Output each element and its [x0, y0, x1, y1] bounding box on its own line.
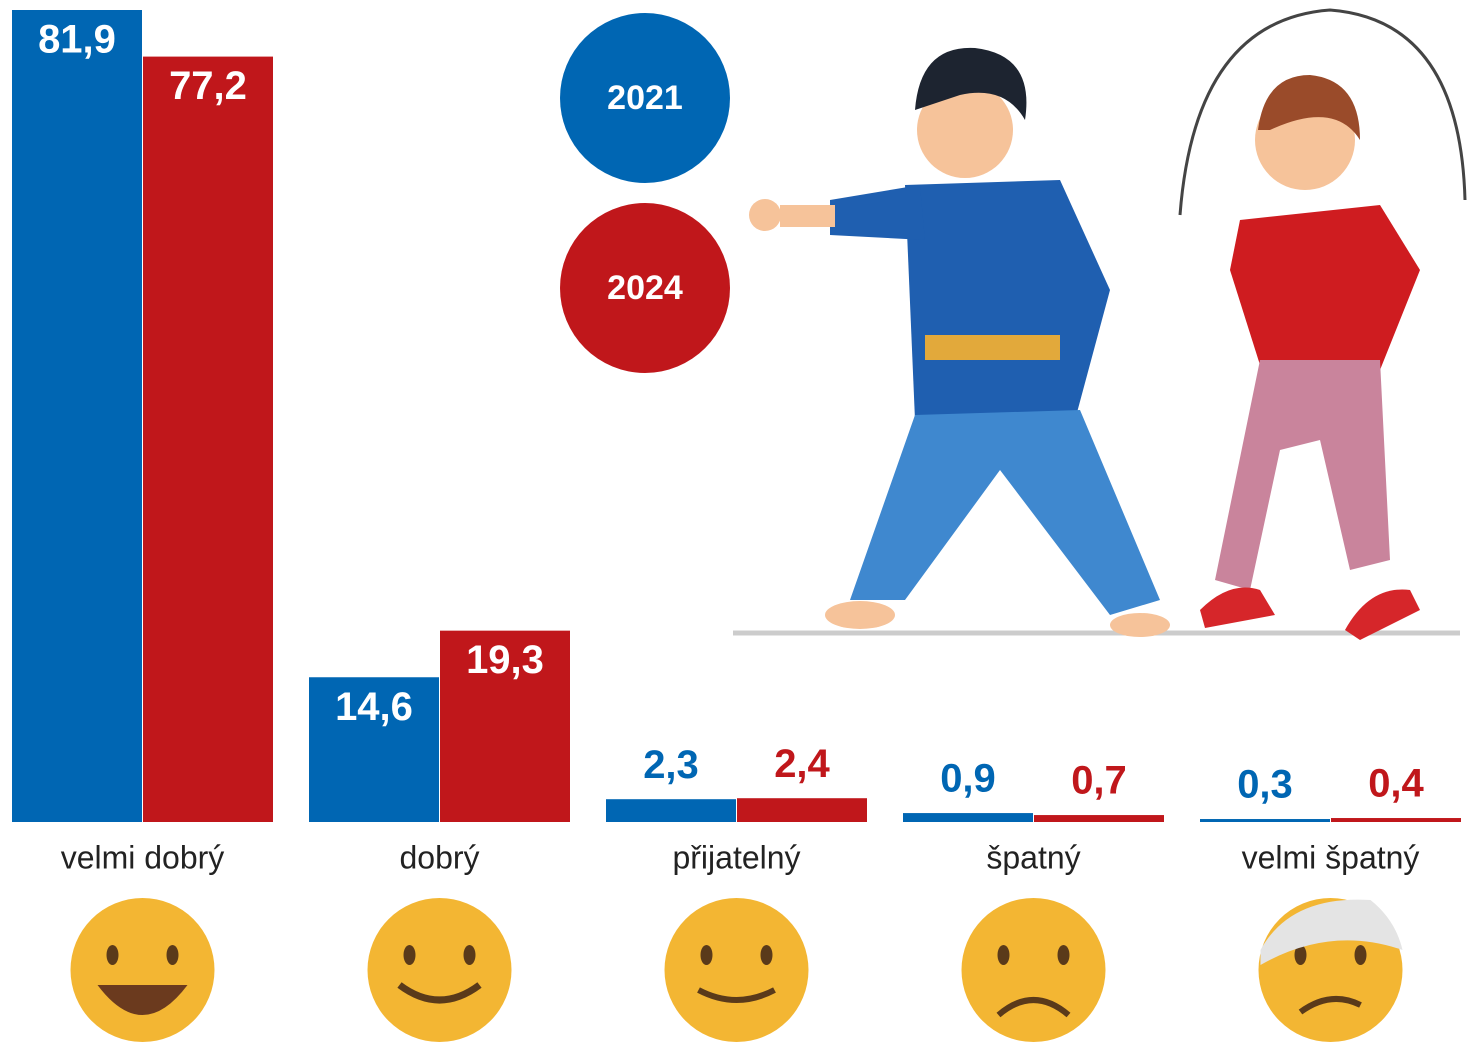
- face: [962, 898, 1106, 1042]
- chart: 81,9 77,2 velmi dobrý 14,6 19,3 dobrý 2,3 2,4 př…: [0, 0, 1467, 1044]
- value-label: 0,4: [1368, 762, 1424, 806]
- eye: [1058, 945, 1070, 965]
- bar: [606, 799, 736, 822]
- eye: [167, 945, 179, 965]
- illustration: [733, 10, 1465, 640]
- legend-label: 2021: [607, 79, 683, 117]
- eye: [107, 945, 119, 965]
- x-tick-label: velmi špatný: [1242, 839, 1420, 875]
- x-tick-label: dobrý: [399, 839, 479, 875]
- value-label: 19,3: [466, 638, 544, 682]
- value-label: 2,4: [774, 742, 830, 786]
- value-label: 2,3: [643, 743, 699, 787]
- eye: [701, 945, 713, 965]
- value-label: 77,2: [169, 64, 247, 108]
- x-tick-label: špatný: [986, 839, 1080, 875]
- eye: [404, 945, 416, 965]
- emoji-faces: [71, 898, 1403, 1042]
- bar: [12, 10, 142, 822]
- bar: [143, 57, 273, 822]
- bar: [1331, 818, 1461, 822]
- value-label: 81,9: [38, 18, 116, 62]
- eye: [464, 945, 476, 965]
- bar: [903, 813, 1033, 822]
- x-tick-label: přijatelný: [672, 839, 800, 875]
- legend-label: 2024: [607, 269, 683, 307]
- x-tick-label: velmi dobrý: [61, 839, 225, 875]
- value-label: 0,3: [1237, 763, 1293, 807]
- face: [71, 898, 215, 1042]
- eye: [1355, 945, 1367, 965]
- value-label: 14,6: [335, 685, 413, 729]
- face: [368, 898, 512, 1042]
- eye: [761, 945, 773, 965]
- bar: [1034, 815, 1164, 822]
- value-label: 0,7: [1071, 759, 1127, 803]
- bar: [1200, 819, 1330, 822]
- value-label: 0,9: [940, 757, 996, 801]
- bar: [737, 798, 867, 822]
- face: [665, 898, 809, 1042]
- eye: [998, 945, 1010, 965]
